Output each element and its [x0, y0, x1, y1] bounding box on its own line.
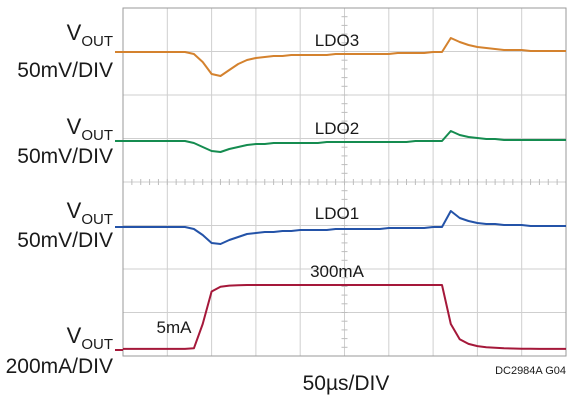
ldo1-annotation: LDO1: [315, 204, 359, 223]
ch2-scale: 50mV/DIV: [17, 145, 113, 168]
ch4-label: VOUT: [67, 323, 113, 353]
ldo3-annotation: LDO3: [315, 31, 359, 50]
ch2-label: VOUT: [67, 114, 113, 144]
ch3-scale: 50mV/DIV: [17, 59, 113, 82]
chart-traces: [115, 37, 566, 351]
current-low-annotation: 5mA: [157, 318, 193, 337]
ldo2-annotation: LDO2: [315, 119, 359, 138]
trace-ldo3: [123, 37, 566, 77]
figure-caption: DC2984A G04: [495, 365, 566, 377]
ch1-scale: 50mV/DIV: [17, 229, 113, 252]
trace-ldo1: [123, 210, 566, 245]
trace-load-current: [123, 284, 566, 350]
current-high-annotation: 300mA: [310, 262, 365, 281]
trace-ldo2: [123, 130, 566, 153]
plot-frame: [122, 7, 567, 357]
chart-grid: [122, 7, 567, 357]
ch1-label: VOUT: [67, 198, 113, 228]
x-axis-scale-label: 50µs/DIV: [303, 372, 390, 395]
ch4-scale: 200mA/DIV: [6, 355, 113, 378]
chart-labels: VOUT 50mV/DIV VOUT 50mV/DIV VOUT 50mV/DI…: [6, 20, 566, 395]
ch3-label: VOUT: [67, 20, 113, 50]
